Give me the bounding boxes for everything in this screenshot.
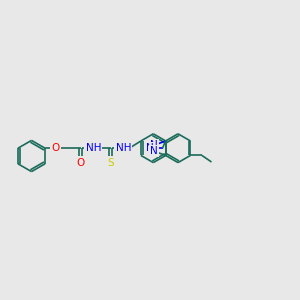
Text: NH: NH bbox=[116, 143, 131, 153]
Text: NH: NH bbox=[85, 143, 101, 153]
Text: S: S bbox=[107, 158, 114, 168]
Text: N: N bbox=[146, 143, 154, 153]
Text: O: O bbox=[51, 143, 60, 153]
Text: N: N bbox=[150, 146, 158, 156]
Text: N: N bbox=[150, 140, 158, 150]
Text: O: O bbox=[76, 158, 85, 168]
